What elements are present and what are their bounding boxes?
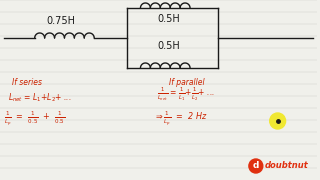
Circle shape (249, 159, 263, 173)
Text: $\frac{1}{L_p}$  =  $\frac{1}{0.5}$  +  $\frac{1}{0.5}$: $\frac{1}{L_p}$ = $\frac{1}{0.5}$ + $\fr… (4, 110, 65, 128)
Text: If series: If series (12, 78, 42, 87)
Text: 0.5H: 0.5H (157, 41, 180, 51)
Text: 0.75H: 0.75H (47, 16, 76, 26)
Text: doubtnut: doubtnut (265, 161, 308, 170)
Text: $\frac{1}{L_{net}}$ = $\frac{1}{L_1}$+$\frac{1}{L_2}$+ ...: $\frac{1}{L_{net}}$ = $\frac{1}{L_1}$+$\… (157, 86, 215, 103)
Text: $\Rightarrow \frac{1}{L_p}$  =  2 Hz: $\Rightarrow \frac{1}{L_p}$ = 2 Hz (154, 110, 207, 128)
Text: $L_{net}$ = $L_1$+$L_2$+ ...: $L_{net}$ = $L_1$+$L_2$+ ... (8, 91, 72, 103)
Text: 0.5H: 0.5H (157, 14, 180, 24)
Text: If parallel: If parallel (169, 78, 204, 87)
Circle shape (270, 113, 285, 129)
Text: d: d (253, 161, 259, 170)
